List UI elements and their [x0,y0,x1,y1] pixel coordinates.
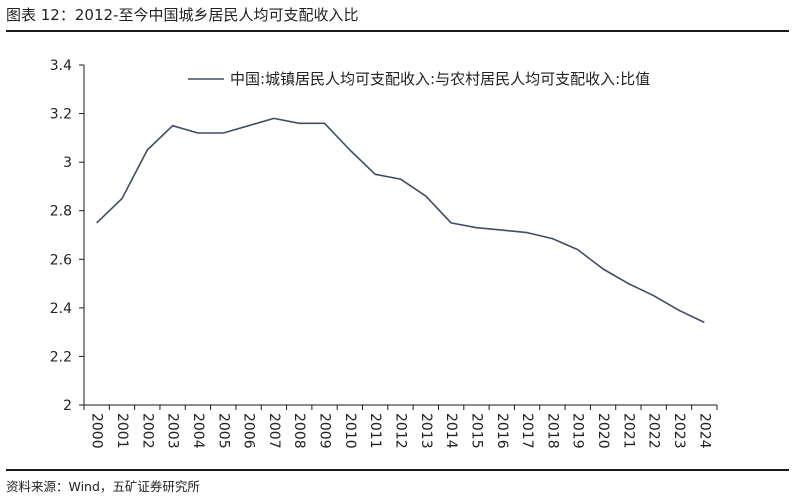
y-tick-label: 3.4 [50,58,72,74]
x-tick-label: 2018 [544,413,560,449]
x-tick-label: 2005 [215,413,231,449]
x-tick-label: 2010 [342,413,358,449]
y-tick-label: 2.6 [50,252,72,268]
x-tick-label: 2014 [443,413,459,449]
footer-rule [6,469,789,471]
chart-axes: 2 2.2 2.4 2.6 2.8 3 3.2 3.4 2000 2001 2002 2003 2004… [50,58,718,449]
x-tick-label: 2021 [620,413,636,449]
series-layer [96,117,705,324]
x-tick-label: 2012 [393,413,409,449]
y-tick-label: 3.2 [50,107,72,123]
y-tick-label: 3 [63,155,72,171]
y-tick-label: 2.8 [50,204,72,220]
x-tick-label: 2004 [190,413,206,449]
x-tick-label: 2006 [241,413,257,449]
y-tick-label: 2 [63,398,72,414]
header-rule [6,30,789,32]
x-tick-label: 2020 [595,413,611,449]
x-tick-label: 2015 [468,413,484,449]
x-tick-label: 2001 [114,413,130,449]
x-tick-label: 2008 [291,413,307,449]
series-line [96,117,705,324]
x-tick-label: 2017 [519,413,535,449]
chart-legend: 中国:城镇居民人均可支配收入:与农村居民人均可支配收入:比值 [188,70,650,88]
x-tick-label: 2023 [671,413,687,449]
x-tick-label: 2016 [494,413,510,449]
x-tick-label: 2019 [570,413,586,449]
x-tick-label: 2009 [317,413,333,449]
x-tick-label: 2024 [696,413,712,449]
line-chart: 2 2.2 2.4 2.6 2.8 3 3.2 3.4 2000 2001 2002 2003 2004… [50,58,718,449]
x-tick-label: 2011 [367,413,383,449]
x-tick-label: 2007 [266,413,282,449]
y-tick-label: 2.2 [50,349,72,365]
x-tick-label: 2022 [646,413,662,449]
y-tick-label: 2.4 [50,301,72,317]
source-note: 资料来源：Wind，五矿证券研究所 [6,479,200,494]
x-tick-label: 2002 [139,413,155,449]
x-tick-label: 2000 [89,413,105,449]
x-tick-label: 2013 [418,413,434,449]
x-tick-label: 2003 [165,413,181,449]
legend-label: 中国:城镇居民人均可支配收入:与农村居民人均可支配收入:比值 [230,70,650,88]
figure-title: 图表 12：2012-至今中国城乡居民人均可支配收入比 [6,6,359,24]
